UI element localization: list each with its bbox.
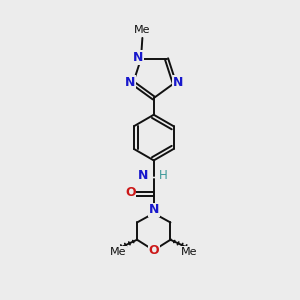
Text: O: O	[125, 186, 136, 199]
Text: N: N	[133, 51, 143, 64]
Text: N: N	[148, 203, 159, 216]
Text: O: O	[148, 244, 159, 257]
Text: N: N	[138, 169, 149, 182]
Text: N: N	[124, 76, 135, 89]
Text: N: N	[172, 76, 183, 89]
Text: H: H	[159, 169, 168, 182]
Text: Me: Me	[110, 247, 127, 257]
Text: Me: Me	[134, 25, 151, 35]
Text: Me: Me	[181, 247, 197, 257]
